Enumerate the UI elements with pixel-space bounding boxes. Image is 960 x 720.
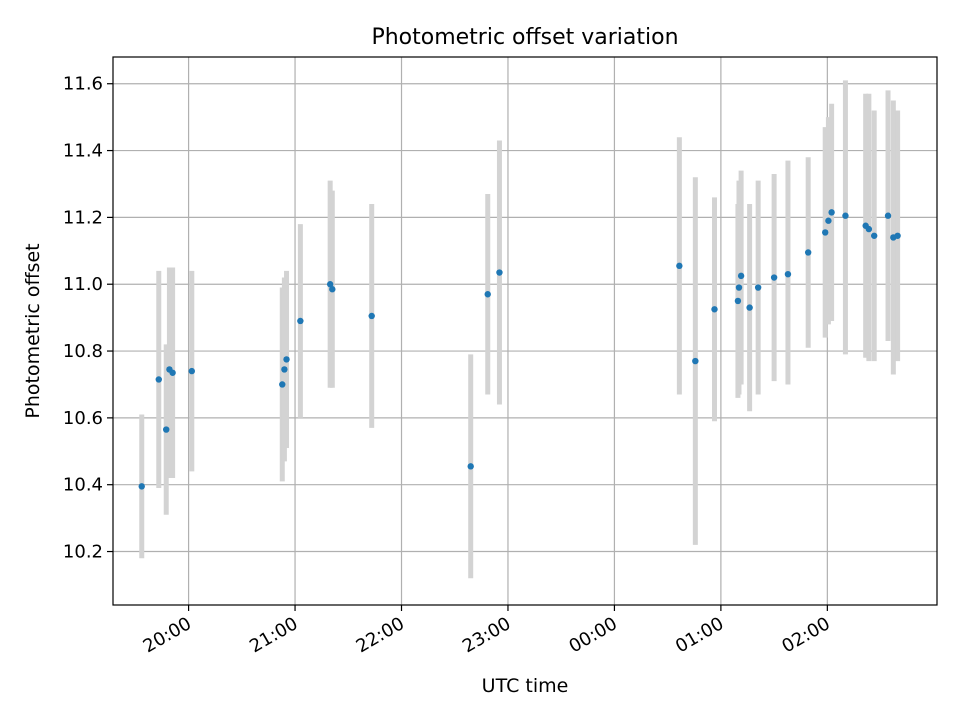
y-tick-label: 11.6: [63, 74, 103, 95]
data-point: [279, 381, 286, 388]
data-point: [467, 463, 474, 470]
y-axis-ticks: 10.2 10.4 10.6 10.8 11.0 11.2 11.4 11.6: [63, 74, 113, 563]
data-point: [737, 272, 745, 280]
y-tick-label: 11.0: [63, 274, 103, 295]
data-point: [784, 270, 792, 278]
data-point: [842, 212, 849, 219]
x-axis-label: UTC time: [482, 675, 569, 697]
data-point: [828, 209, 835, 216]
data-point: [368, 312, 375, 320]
data-point: [825, 217, 832, 224]
data-point: [734, 297, 742, 305]
y-axis-label: Photometric offset: [22, 243, 44, 418]
y-tick-label: 11.4: [63, 141, 103, 162]
data-point: [329, 286, 336, 293]
data-point: [894, 232, 901, 239]
y-tick-label: 11.2: [63, 207, 103, 228]
grid: [113, 57, 937, 605]
data-point: [138, 483, 145, 490]
data-point: [692, 357, 699, 365]
data-point: [297, 317, 304, 325]
plot-frame: [112, 56, 938, 606]
data-point: [865, 225, 873, 233]
data-point: [169, 369, 176, 376]
data-point: [735, 284, 743, 291]
chart-title: Photometric offset variation: [371, 25, 678, 50]
data-point: [870, 232, 878, 239]
data-point: [188, 367, 195, 375]
data-points: [138, 209, 901, 490]
data-point: [283, 356, 290, 363]
data-point: [676, 262, 683, 270]
data-point: [163, 426, 170, 433]
data-point: [754, 284, 762, 291]
data-point: [770, 274, 778, 281]
data-point: [746, 304, 753, 311]
data-point: [496, 269, 503, 276]
data-point: [281, 366, 288, 373]
data-point: [711, 306, 718, 313]
data-point: [155, 376, 162, 383]
y-tick-label: 10.6: [63, 408, 103, 429]
y-tick-label: 10.2: [63, 542, 103, 563]
data-point: [804, 249, 812, 256]
y-tick-label: 10.8: [63, 341, 103, 362]
data-point: [326, 281, 334, 288]
y-tick-label: 10.4: [63, 475, 103, 496]
data-point: [884, 212, 892, 219]
data-point: [484, 291, 491, 298]
data-point: [822, 229, 829, 236]
